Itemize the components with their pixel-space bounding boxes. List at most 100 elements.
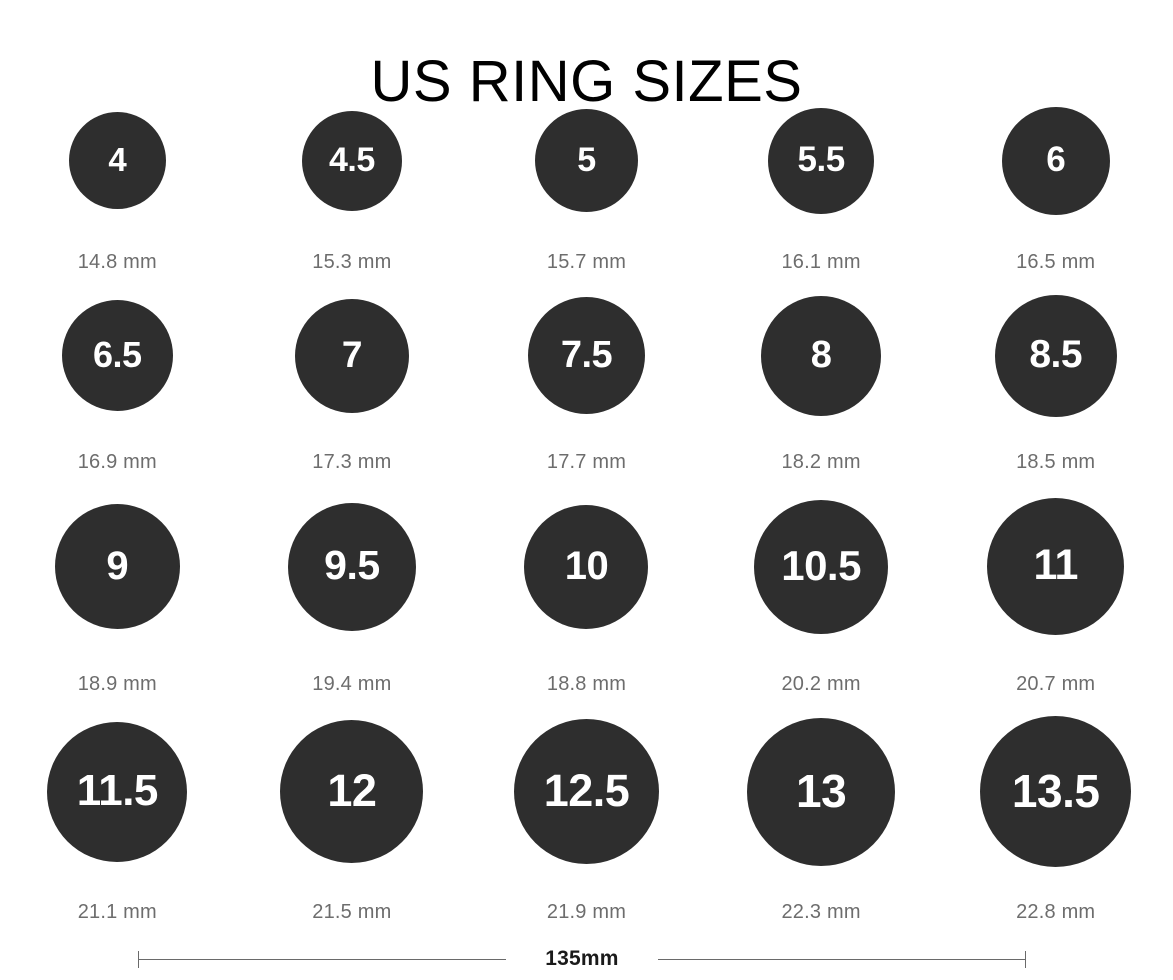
ring-size-value: 7 xyxy=(341,334,363,375)
ring-diameter-label: 20.2 mm xyxy=(781,673,861,695)
ring-size-cell[interactable]: 4.5 15.3 mm xyxy=(235,84,470,274)
ring-size-cell[interactable]: 5.5 16.1 mm xyxy=(704,84,939,274)
ring-size-value: 5.5 xyxy=(797,140,846,179)
page-title: US RING SIZES xyxy=(370,48,803,114)
scale-line-right xyxy=(658,959,1026,960)
ring-diameter-label: 20.7 mm xyxy=(1016,673,1096,695)
ring-diameter-label: 19.4 mm xyxy=(312,673,392,695)
ring-size-value: 4.5 xyxy=(329,140,375,179)
ring-size-value: 9.5 xyxy=(324,542,380,588)
ring-size-value: 10.5 xyxy=(781,541,861,589)
ring-circle-wrap: 8 xyxy=(704,274,939,437)
ring-size-cell[interactable]: 6 16.5 mm xyxy=(938,84,1173,274)
ring-circle[interactable]: 10 xyxy=(524,504,649,629)
ring-circle[interactable]: 6.5 xyxy=(61,300,173,411)
ring-circle-wrap: 7.5 xyxy=(469,274,704,437)
scale-bar: 135mm xyxy=(138,946,1026,972)
ring-circle[interactable]: 12 xyxy=(280,720,424,863)
ring-size-row: 4 14.8 mm 4.5 15.3 mm 5 xyxy=(0,84,1173,274)
ring-size-cell[interactable]: 12.5 21.9 mm xyxy=(469,696,704,924)
ring-size-value: 8.5 xyxy=(1029,333,1083,376)
ring-diameter-label: 16.5 mm xyxy=(1016,251,1096,273)
ring-circle[interactable]: 4.5 xyxy=(301,110,402,211)
ring-size-cell[interactable]: 6.5 16.9 mm xyxy=(0,274,235,474)
ring-size-row: 11.5 21.1 mm 12 21.5 mm 12.5 xyxy=(0,696,1173,924)
ring-circle[interactable]: 10.5 xyxy=(754,499,889,634)
ring-size-value: 13.5 xyxy=(1011,764,1100,817)
ring-size-row: 9 18.9 mm 9.5 19.4 mm 10 xyxy=(0,474,1173,696)
ring-size-cell[interactable]: 8.5 18.5 mm xyxy=(938,274,1173,474)
ring-size-cell[interactable]: 7 17.3 mm xyxy=(235,274,470,474)
ring-size-value: 10 xyxy=(564,543,609,588)
ring-circle-wrap: 12 xyxy=(235,696,470,887)
ring-circle[interactable]: 5.5 xyxy=(768,107,875,214)
ring-diameter-label: 18.9 mm xyxy=(77,673,157,695)
ring-circle-wrap: 6 xyxy=(938,84,1173,237)
ring-size-cell[interactable]: 9.5 19.4 mm xyxy=(235,474,470,696)
ring-circle[interactable]: 12.5 xyxy=(513,719,659,864)
ring-circle[interactable]: 9.5 xyxy=(287,502,416,631)
ring-size-cell[interactable]: 9 18.9 mm xyxy=(0,474,235,696)
ring-size-cell[interactable]: 13 22.3 mm xyxy=(704,696,939,924)
ring-circle-wrap: 13.5 xyxy=(938,696,1173,887)
ring-size-cell[interactable]: 4 14.8 mm xyxy=(0,84,235,274)
ring-size-value: 12 xyxy=(327,765,377,816)
ring-circle[interactable]: 7.5 xyxy=(527,297,645,414)
ring-size-cell[interactable]: 11 20.7 mm xyxy=(938,474,1173,696)
ring-circle-wrap: 5 xyxy=(469,84,704,237)
ring-size-value: 5 xyxy=(577,140,596,179)
ring-diameter-label: 17.3 mm xyxy=(312,451,392,473)
ring-diameter-label: 16.9 mm xyxy=(77,451,157,473)
ring-circle-wrap: 7 xyxy=(235,274,470,437)
ring-diameter-label: 21.9 mm xyxy=(546,901,627,923)
ring-circle[interactable]: 9 xyxy=(54,504,180,629)
ring-size-value: 6.5 xyxy=(93,333,142,375)
ring-circle[interactable]: 8.5 xyxy=(994,294,1117,417)
ring-diameter-label: 22.3 mm xyxy=(781,901,861,923)
ring-diameter-label: 14.8 mm xyxy=(77,251,157,273)
ring-size-cell[interactable]: 10 18.8 mm xyxy=(469,474,704,696)
ring-diameter-label: 22.8 mm xyxy=(1016,901,1096,923)
ring-circle-wrap: 4 xyxy=(0,84,235,237)
ring-circle[interactable]: 11 xyxy=(987,498,1125,635)
ring-circle-wrap: 5.5 xyxy=(704,84,939,237)
scale-label: 135mm xyxy=(545,947,619,970)
ring-size-cell[interactable]: 7.5 17.7 mm xyxy=(469,274,704,474)
scale-tick-right-icon xyxy=(1025,951,1026,968)
ring-diameter-label: 18.5 mm xyxy=(1016,451,1096,473)
ring-circle-wrap: 4.5 xyxy=(235,84,470,237)
ring-circle-wrap: 13 xyxy=(704,696,939,887)
ring-circle-wrap: 10.5 xyxy=(704,474,939,659)
ring-size-value: 7.5 xyxy=(560,333,613,376)
ring-size-cell[interactable]: 10.5 20.2 mm xyxy=(704,474,939,696)
ring-diameter-label: 18.2 mm xyxy=(781,451,861,473)
ring-circle-wrap: 9.5 xyxy=(235,474,470,659)
ring-circle-wrap: 10 xyxy=(469,474,704,659)
ring-size-value: 11.5 xyxy=(76,765,159,815)
ring-circle[interactable]: 8 xyxy=(761,295,882,416)
ring-circle[interactable]: 13.5 xyxy=(980,716,1132,867)
ring-circle[interactable]: 5 xyxy=(534,109,638,212)
ring-diameter-label: 16.1 mm xyxy=(781,251,861,273)
ring-size-value: 4 xyxy=(108,141,127,178)
ring-size-value: 13 xyxy=(796,764,847,817)
ring-circle-wrap: 11.5 xyxy=(0,696,235,887)
ring-circle[interactable]: 7 xyxy=(294,298,409,413)
ring-circle[interactable]: 6 xyxy=(1001,106,1110,215)
ring-circle[interactable]: 13 xyxy=(747,717,896,866)
ring-size-cell[interactable]: 8 18.2 mm xyxy=(704,274,939,474)
ring-diameter-label: 17.7 mm xyxy=(546,451,627,473)
ring-circle[interactable]: 4 xyxy=(68,112,166,209)
ring-circle[interactable]: 11.5 xyxy=(47,721,188,862)
ring-size-value: 12.5 xyxy=(543,765,630,816)
ring-diameter-label: 15.7 mm xyxy=(546,251,627,273)
scale-line-left xyxy=(138,959,506,960)
ring-size-cell[interactable]: 11.5 21.1 mm xyxy=(0,696,235,924)
ring-size-cell[interactable]: 12 21.5 mm xyxy=(235,696,470,924)
ring-circle-wrap: 6.5 xyxy=(0,274,235,437)
ring-size-cell[interactable]: 13.5 22.8 mm xyxy=(938,696,1173,924)
ring-size-cell[interactable]: 5 15.7 mm xyxy=(469,84,704,274)
ring-circle-wrap: 12.5 xyxy=(469,696,704,887)
ring-size-grid: 4 14.8 mm 4.5 15.3 mm 5 xyxy=(0,84,1173,923)
